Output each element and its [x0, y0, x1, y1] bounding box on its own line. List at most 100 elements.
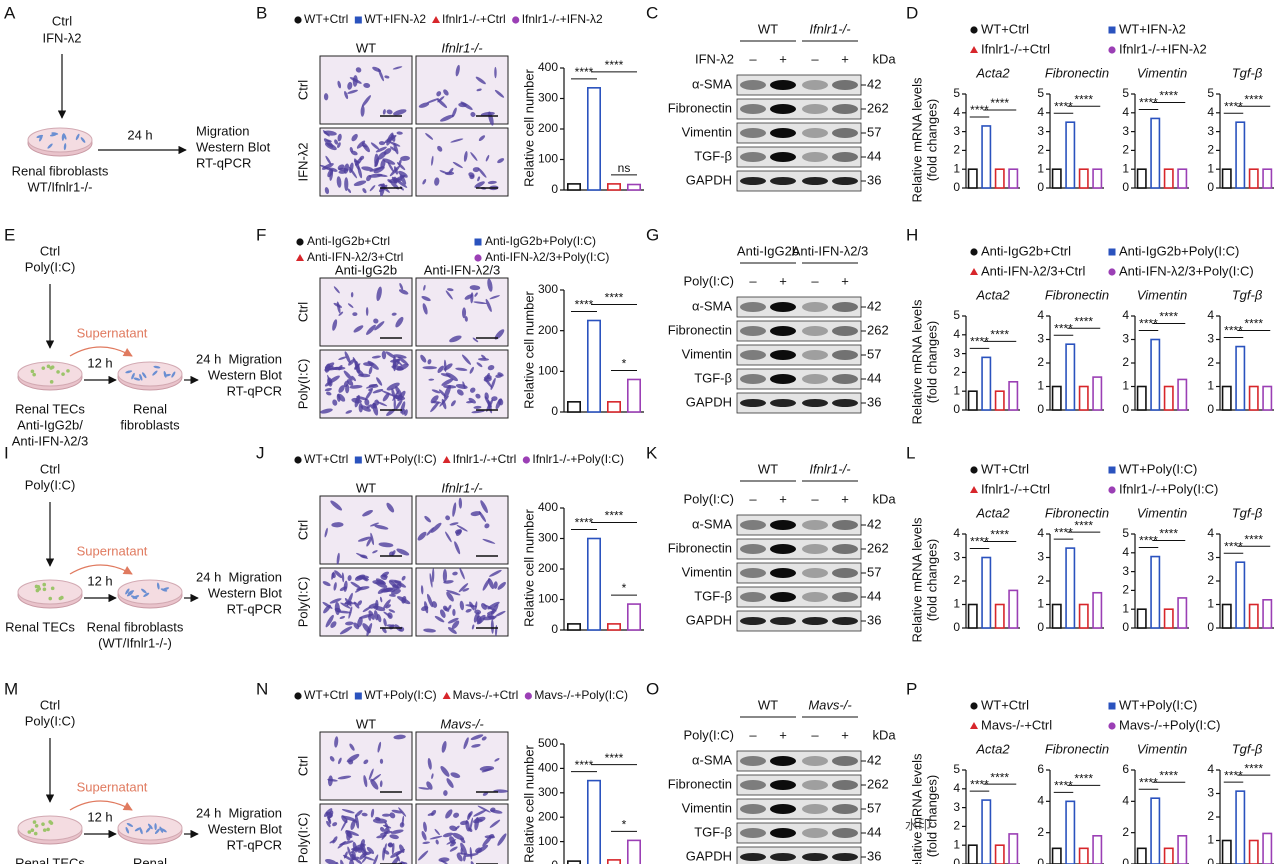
significance-label: * — [622, 581, 627, 595]
migrated-cell — [369, 167, 382, 172]
column-header: WT — [356, 480, 376, 495]
bar — [626, 839, 641, 864]
y-tick-label: 1 — [1037, 379, 1044, 393]
migrated-cell — [470, 111, 476, 117]
migrated-cell — [495, 374, 503, 378]
migrated-cell — [422, 841, 430, 845]
migrated-cell — [389, 165, 401, 177]
y-tick-label: 500 — [538, 736, 558, 750]
legend-marker — [354, 692, 362, 700]
blot-band — [802, 828, 828, 838]
chart-title: Fibronectin — [1045, 741, 1109, 756]
bar — [1051, 847, 1062, 864]
migrated-cell — [480, 500, 488, 514]
y-tick-label: 2 — [1037, 825, 1044, 839]
cell-icon — [34, 584, 39, 589]
legend-marker — [442, 456, 451, 463]
migrated-cell — [338, 364, 343, 371]
lane-sign: – — [749, 273, 757, 288]
blot-band — [802, 152, 828, 162]
migrated-cell — [387, 612, 393, 619]
migrated-cell — [362, 188, 367, 194]
migrated-cell — [473, 816, 486, 824]
migrated-cell — [401, 575, 406, 581]
migrated-cell — [345, 830, 353, 839]
migrated-cell — [322, 581, 331, 587]
protein-label: GAPDH — [686, 172, 732, 187]
blot-group-label: WT — [758, 697, 778, 712]
y-tick-label: 1 — [1207, 833, 1214, 847]
kda-label: 44 — [867, 588, 881, 603]
migrated-cell — [458, 497, 463, 509]
kda-label: 42 — [867, 76, 881, 91]
migrated-cell — [441, 398, 447, 410]
cell-icon — [46, 827, 50, 832]
treatment-label: Poly(I:C) — [683, 491, 734, 506]
migrated-cell — [382, 392, 390, 402]
migrated-cell — [393, 176, 398, 184]
migrated-cell — [355, 814, 360, 829]
blot-band — [770, 350, 796, 360]
migrated-cell — [423, 628, 436, 633]
y-axis-label: Relative mRNA levels — [909, 753, 924, 864]
migrated-cell — [380, 183, 385, 197]
migrated-cell — [468, 397, 476, 404]
y-tick-label: 5 — [953, 308, 960, 322]
legend-marker — [970, 722, 978, 729]
y-tick-label: 400 — [538, 761, 558, 775]
blot-band — [802, 617, 828, 625]
bar — [1262, 168, 1273, 189]
kda-label: 42 — [867, 298, 881, 313]
legend-marker — [442, 692, 451, 699]
migrated-cell — [341, 809, 355, 814]
blot-band — [770, 104, 796, 114]
curved-arrow — [69, 564, 133, 575]
blot-band — [802, 592, 828, 602]
bar — [1150, 797, 1161, 864]
migrated-cell — [438, 857, 450, 863]
cell-icon — [125, 370, 133, 374]
y-tick-label: 0 — [1207, 620, 1214, 634]
y-tick-label: 1 — [1037, 597, 1044, 611]
migrated-cell — [445, 531, 452, 543]
migrated-cell — [468, 172, 475, 178]
migrated-cell — [427, 758, 432, 770]
migrated-cell — [396, 548, 410, 556]
kda-label: 57 — [867, 124, 881, 139]
y-axis-label: Relative cell number — [521, 508, 536, 626]
migrated-cell — [354, 810, 363, 817]
legend-marker — [970, 248, 978, 256]
y-tick-label: 100 — [538, 364, 558, 378]
cell-icon — [49, 366, 53, 370]
migrated-cell — [380, 826, 385, 832]
bar — [1235, 345, 1246, 411]
y-tick-label: 4 — [953, 105, 960, 119]
chart-title: Tgf-β — [1232, 65, 1263, 80]
cell-icon — [42, 587, 47, 592]
bar — [1136, 385, 1147, 411]
figure-row: A Ctrl IFN-λ2 Renal fibroblastsWT/Ifnlr1-/-… — [4, 3, 1274, 203]
migrated-cell — [483, 377, 493, 389]
migrated-cell — [332, 319, 338, 331]
migrated-cell — [452, 608, 456, 617]
y-tick-label: 100 — [538, 152, 558, 166]
bar — [967, 603, 978, 629]
bar — [606, 623, 621, 631]
migrated-cell — [329, 598, 342, 604]
significance-label: ns — [618, 161, 631, 175]
cell-icon — [126, 591, 133, 597]
migrated-cell — [395, 399, 403, 410]
migrated-cell — [455, 367, 468, 371]
blot-group-label: WT — [758, 461, 778, 476]
legend-label: Ifnlr1-/-+Ctrl — [981, 481, 1050, 496]
y-tick-label: 0 — [1037, 856, 1044, 864]
y-tick-label: 0 — [551, 404, 558, 418]
y-tick-label: 3 — [1122, 124, 1129, 138]
migrated-cell — [397, 390, 406, 402]
migrated-cell — [353, 325, 364, 333]
y-tick-label: 4 — [953, 781, 960, 795]
chart-title: Tgf-β — [1232, 287, 1263, 302]
